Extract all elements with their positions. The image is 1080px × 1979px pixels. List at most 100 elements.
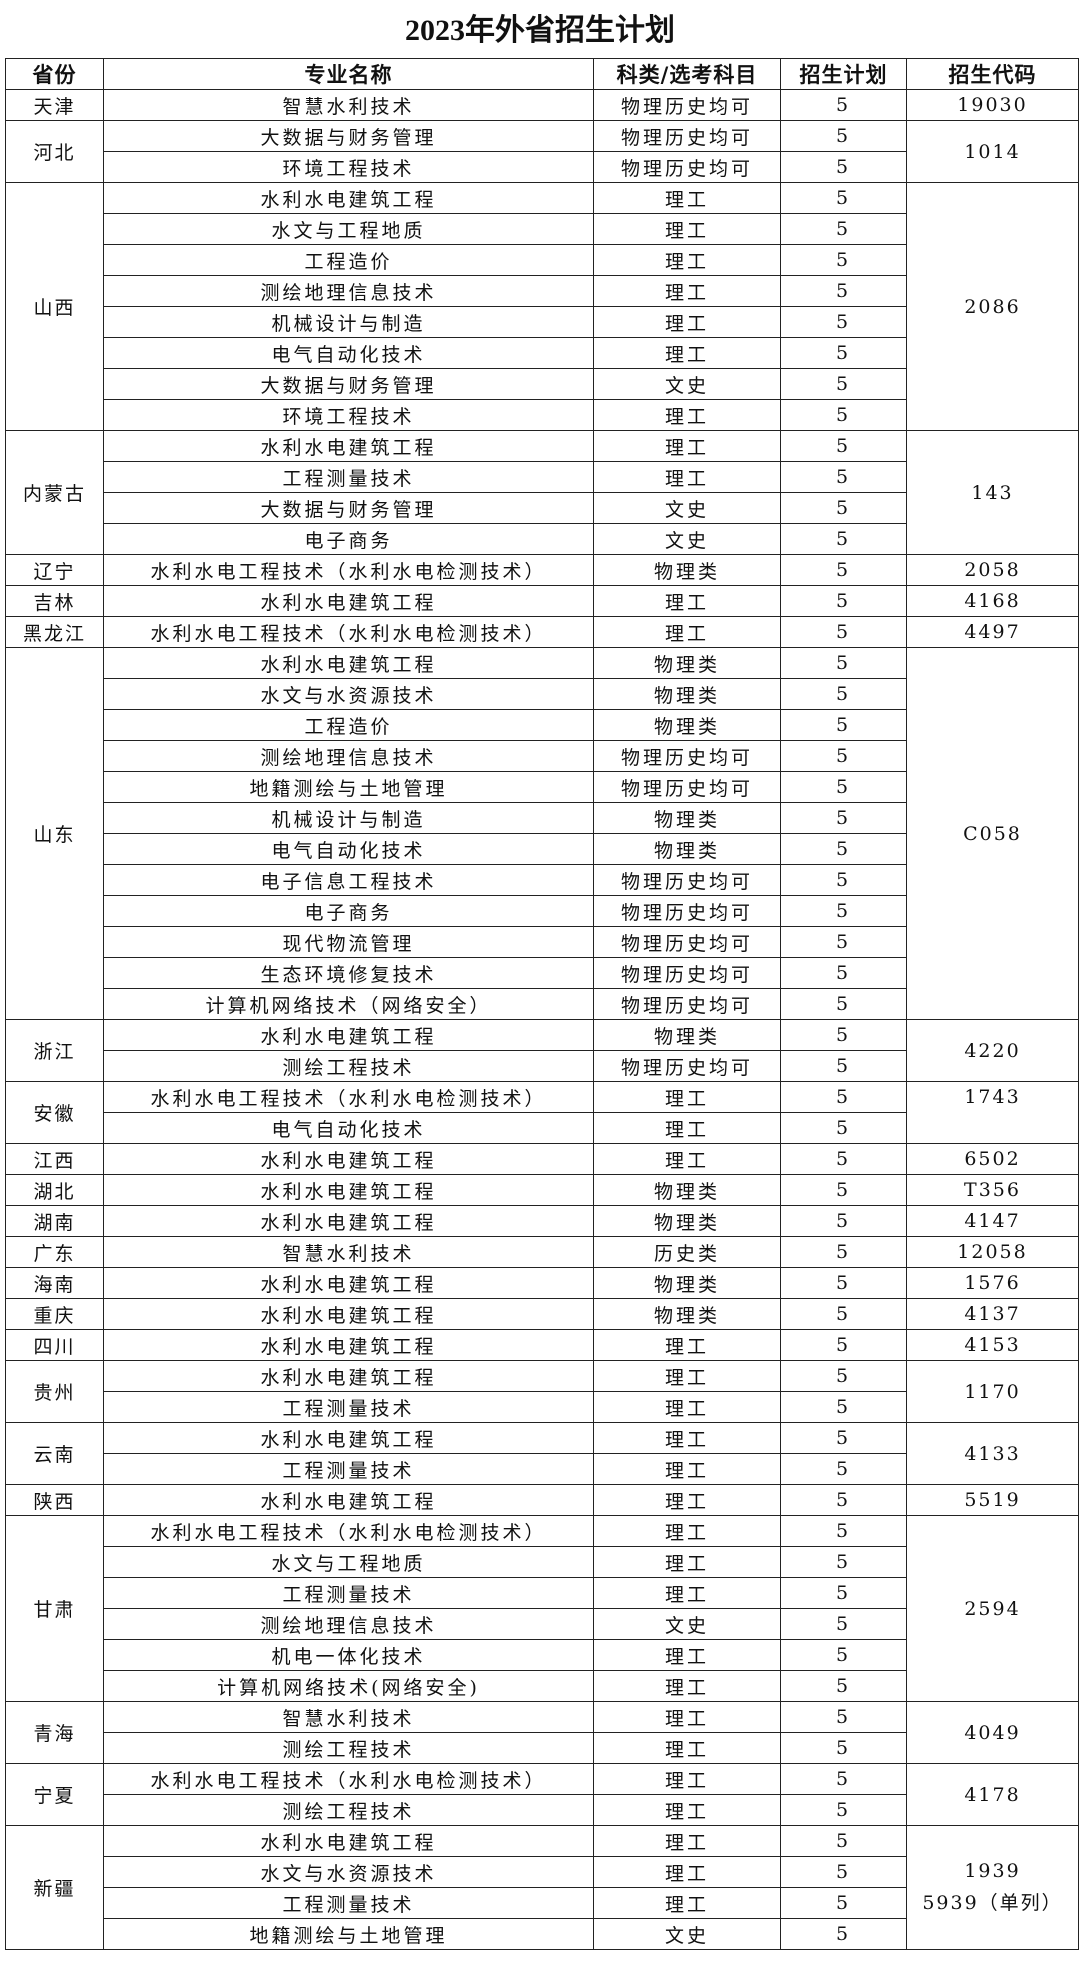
province-cell: 云南 [5, 1422, 104, 1485]
plan-cell: 5 [780, 1670, 907, 1702]
category-cell: 理工 [593, 1112, 781, 1144]
major-cell: 水利水电工程技术（水利水电检测技术） [103, 1515, 594, 1547]
province-cell: 内蒙古 [5, 430, 104, 555]
major-cell: 水利水电建筑工程 [103, 1422, 594, 1454]
code-value: 1939 [964, 1860, 1021, 1882]
plan-cell: 5 [780, 1608, 907, 1640]
major-cell: 水文与工程地质 [103, 1546, 594, 1578]
table-row: 新疆 水利水电建筑工程 理工 5 1939 5939（单列） [5, 1825, 1079, 1950]
plan-cell: 5 [780, 523, 907, 555]
major-cell: 计算机网络技术（网络安全） [103, 988, 594, 1020]
table-row: 地籍测绘与土地管理 物理历史均可 5 [6, 771, 1079, 803]
table-row: 山东 水利水电建筑工程 物理类 5 C058 [5, 647, 1079, 1020]
province-cell: 河北 [5, 120, 104, 183]
province-cell: 陕西 [5, 1484, 104, 1516]
plan-cell: 5 [780, 213, 907, 245]
table-row: 黑龙江 水利水电工程技术（水利水电检测技术） 理工 5 4497 [5, 616, 1079, 648]
plan-cell: 5 [780, 740, 907, 772]
plan-cell: 5 [780, 1515, 907, 1547]
plan-cell: 5 [780, 988, 907, 1020]
plan-cell: 5 [780, 1422, 907, 1454]
major-cell: 大数据与财务管理 [103, 492, 594, 524]
table-row: 电气自动化技术 理工 5 [6, 337, 1079, 369]
code-cell: 4137 [906, 1298, 1079, 1330]
plan-cell: 5 [780, 833, 907, 865]
province-cell: 海南 [5, 1267, 104, 1299]
header-category: 科类/选考科目 [593, 58, 781, 90]
province-cell: 新疆 [5, 1825, 104, 1950]
plan-cell: 5 [780, 430, 907, 462]
header-code: 招生代码 [906, 58, 1079, 90]
province-cell: 山西 [5, 182, 104, 431]
province-cell: 江西 [5, 1143, 104, 1175]
plan-cell: 5 [780, 554, 907, 586]
major-cell: 工程测量技术 [103, 1887, 594, 1919]
province-cell: 黑龙江 [5, 616, 104, 648]
major-cell: 工程测量技术 [103, 1453, 594, 1485]
plan-cell: 5 [780, 151, 907, 183]
province-cell: 辽宁 [5, 554, 104, 586]
major-cell: 水利水电建筑工程 [103, 1329, 594, 1361]
major-cell: 水利水电建筑工程 [103, 1174, 594, 1206]
category-cell: 物理历史均可 [593, 957, 781, 989]
category-cell: 物理类 [593, 1019, 781, 1051]
plan-cell: 5 [780, 1267, 907, 1299]
category-cell: 文史 [593, 523, 781, 555]
plan-cell: 5 [780, 1081, 907, 1113]
code-cell: 143 [906, 430, 1079, 555]
table-row: 电气自动化技术 理工 5 [6, 1112, 1079, 1144]
plan-cell: 5 [780, 89, 907, 121]
plan-cell: 5 [780, 1484, 907, 1516]
table-row: 水文与工程地质 理工 5 [6, 213, 1079, 245]
plan-cell: 5 [780, 1019, 907, 1051]
table-row: 河北 大数据与财务管理 物理历史均可 5 1014 [5, 120, 1079, 183]
code-cell: 4168 [906, 585, 1079, 617]
header-major: 专业名称 [103, 58, 594, 90]
category-cell: 物理历史均可 [593, 771, 781, 803]
plan-cell: 5 [780, 399, 907, 431]
category-cell: 理工 [593, 430, 781, 462]
table-row: 吉林 水利水电建筑工程 理工 5 4168 [5, 585, 1079, 617]
category-cell: 理工 [593, 1794, 781, 1826]
category-cell: 物理类 [593, 678, 781, 710]
major-cell: 测绘工程技术 [103, 1050, 594, 1082]
category-cell: 物理历史均可 [593, 120, 781, 152]
category-cell: 物理类 [593, 1174, 781, 1206]
category-cell: 理工 [593, 1887, 781, 1919]
category-cell: 理工 [593, 337, 781, 369]
code-cell: T356 [906, 1174, 1079, 1206]
major-cell: 机电一体化技术 [103, 1639, 594, 1671]
major-cell: 电气自动化技术 [103, 337, 594, 369]
major-cell: 水利水电建筑工程 [103, 1143, 594, 1175]
category-cell: 理工 [593, 1453, 781, 1485]
plan-cell: 5 [780, 802, 907, 834]
plan-cell: 5 [780, 1453, 907, 1485]
category-cell: 理工 [593, 213, 781, 245]
major-cell: 水利水电建筑工程 [103, 1825, 594, 1857]
code-cell: 2058 [906, 554, 1079, 586]
major-cell: 工程测量技术 [103, 461, 594, 493]
table-row: 辽宁 水利水电工程技术（水利水电检测技术） 物理类 5 2058 [5, 554, 1079, 586]
major-cell: 水利水电工程技术（水利水电检测技术） [103, 616, 594, 648]
major-cell: 水文与水资源技术 [103, 678, 594, 710]
category-cell: 文史 [593, 1608, 781, 1640]
code-cell: 4049 [906, 1701, 1079, 1764]
category-cell: 物理类 [593, 1205, 781, 1237]
plan-cell: 5 [780, 895, 907, 927]
category-cell: 物理类 [593, 647, 781, 679]
major-cell: 测绘地理信息技术 [103, 1608, 594, 1640]
category-cell: 文史 [593, 1918, 781, 1950]
major-cell: 电子商务 [103, 523, 594, 555]
table-row: 测绘工程技术 理工 5 [6, 1794, 1079, 1826]
plan-cell: 5 [780, 957, 907, 989]
major-cell: 机械设计与制造 [103, 802, 594, 834]
table-row: 电子信息工程技术 物理历史均可 5 [6, 864, 1079, 896]
code-cell: 1743 [906, 1081, 1079, 1144]
major-cell: 大数据与财务管理 [103, 368, 594, 400]
major-cell: 水利水电建筑工程 [103, 430, 594, 462]
major-cell: 测绘地理信息技术 [103, 740, 594, 772]
table-row: 大数据与财务管理 文史 5 [6, 368, 1079, 400]
table-row: 测绘地理信息技术 理工 5 [6, 275, 1079, 307]
category-cell: 理工 [593, 1577, 781, 1609]
plan-cell: 5 [780, 864, 907, 896]
